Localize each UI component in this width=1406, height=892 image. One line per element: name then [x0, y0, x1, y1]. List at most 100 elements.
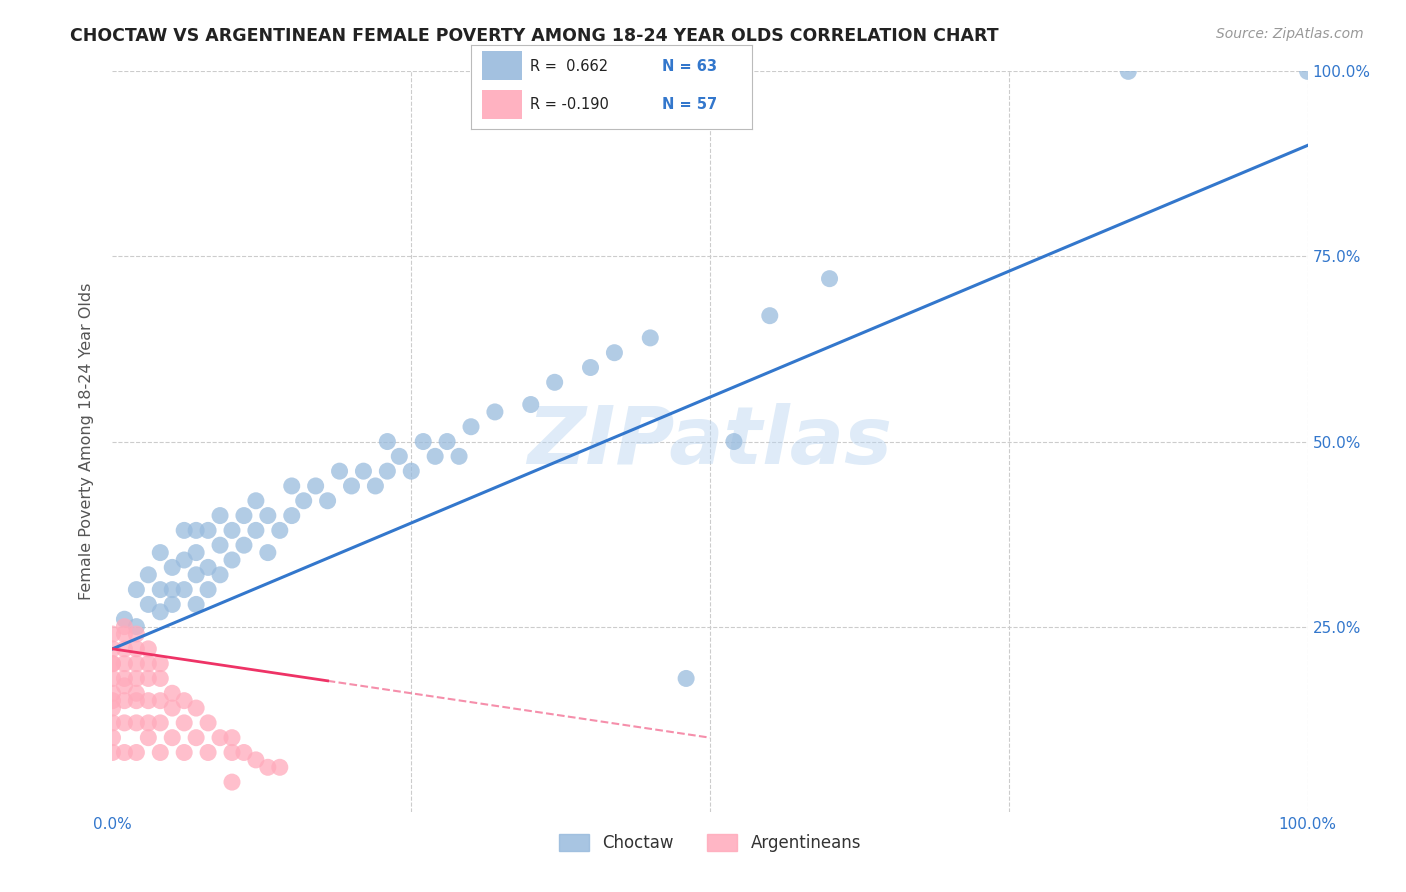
Point [245, 493, 267, 508]
Point [101, 731, 124, 745]
Point [436, 434, 458, 449]
Point [245, 753, 267, 767]
Point [377, 434, 399, 449]
Point [186, 701, 208, 715]
Point [209, 508, 232, 523]
Point [221, 553, 243, 567]
Text: Source: ZipAtlas.com: Source: ZipAtlas.com [1216, 27, 1364, 41]
Point [149, 672, 172, 686]
Point [209, 567, 232, 582]
Text: R =  0.662: R = 0.662 [530, 59, 609, 74]
Point [233, 508, 256, 523]
Point [316, 493, 339, 508]
Point [149, 715, 172, 730]
Text: R = -0.190: R = -0.190 [530, 97, 609, 112]
Point [675, 672, 697, 686]
Point [186, 731, 208, 745]
Point [125, 627, 148, 641]
Point [114, 641, 135, 656]
Point [388, 450, 411, 464]
Point [640, 331, 662, 345]
Point [125, 641, 148, 656]
Point [292, 493, 315, 508]
Point [484, 405, 506, 419]
Point [352, 464, 374, 478]
Point [257, 760, 280, 774]
Point [460, 419, 482, 434]
Point [125, 686, 148, 700]
Point [364, 479, 387, 493]
Point [197, 746, 219, 760]
Point [101, 657, 124, 671]
Point [425, 450, 447, 464]
Point [101, 641, 124, 656]
Bar [482, 90, 522, 120]
Point [186, 524, 208, 538]
Point [101, 694, 124, 708]
Point [138, 715, 160, 730]
Point [149, 582, 172, 597]
Point [138, 567, 160, 582]
Point [138, 641, 160, 656]
Point [412, 434, 434, 449]
Point [209, 731, 232, 745]
Point [520, 398, 543, 412]
Point [114, 715, 135, 730]
Point [221, 524, 243, 538]
Point [101, 715, 124, 730]
Point [305, 479, 328, 493]
Point [447, 450, 470, 464]
Point [138, 598, 160, 612]
Point [269, 760, 291, 774]
Point [138, 672, 160, 686]
Point [114, 627, 135, 641]
Point [221, 731, 243, 745]
Point [221, 746, 243, 760]
Point [173, 746, 195, 760]
Text: ZIPatlas: ZIPatlas [527, 402, 893, 481]
Point [723, 434, 745, 449]
Point [186, 567, 208, 582]
Point [209, 538, 232, 552]
Point [186, 546, 208, 560]
Point [1296, 64, 1319, 78]
Point [173, 715, 195, 730]
Point [162, 701, 183, 715]
Point [329, 464, 352, 478]
Point [162, 560, 183, 574]
Point [114, 657, 135, 671]
Point [543, 376, 565, 390]
Point [233, 538, 256, 552]
Point [603, 345, 626, 359]
Point [149, 694, 172, 708]
Point [401, 464, 423, 478]
Point [281, 508, 304, 523]
Point [1118, 64, 1140, 78]
Point [186, 598, 208, 612]
Point [114, 612, 135, 626]
Point [257, 508, 280, 523]
Point [114, 694, 135, 708]
Point [197, 524, 219, 538]
Point [138, 657, 160, 671]
Point [759, 309, 782, 323]
Point [281, 479, 304, 493]
Point [101, 672, 124, 686]
Point [245, 524, 267, 538]
Point [149, 746, 172, 760]
Point [818, 271, 841, 285]
Point [101, 746, 124, 760]
Legend: Choctaw, Argentineans: Choctaw, Argentineans [553, 828, 868, 859]
Point [125, 694, 148, 708]
Point [101, 686, 124, 700]
Point [101, 627, 124, 641]
Point [233, 746, 256, 760]
Point [114, 746, 135, 760]
Point [173, 553, 195, 567]
Point [138, 694, 160, 708]
Point [257, 546, 280, 560]
Point [125, 715, 148, 730]
Point [173, 524, 195, 538]
Bar [482, 52, 522, 80]
Point [125, 619, 148, 633]
